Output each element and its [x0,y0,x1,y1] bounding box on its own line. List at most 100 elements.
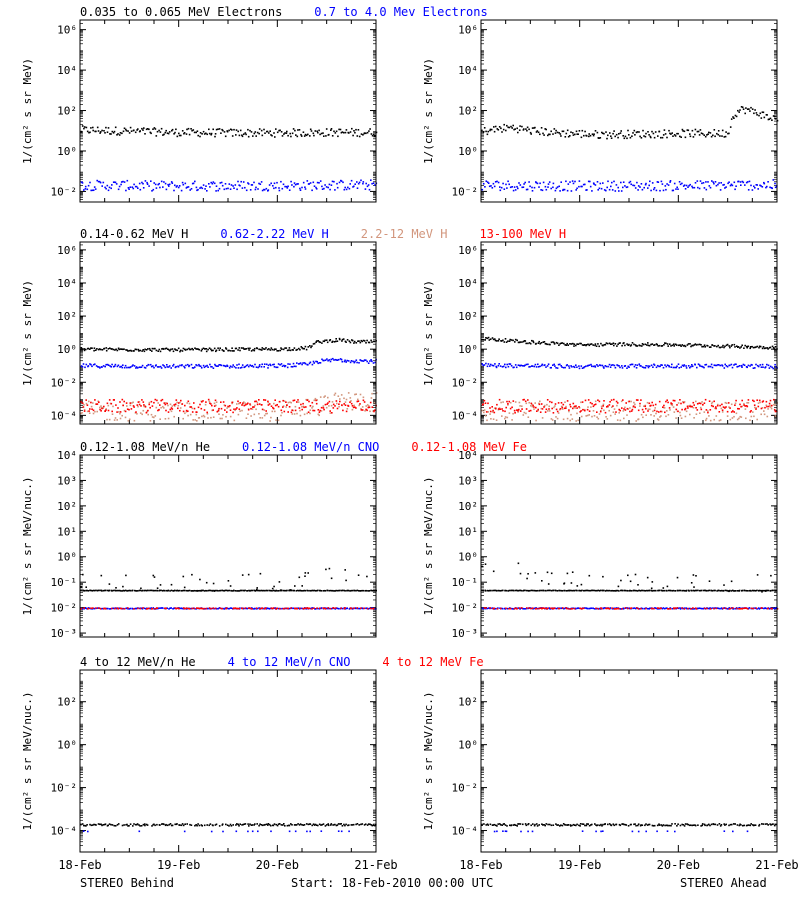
data-point [769,406,772,408]
data-point [743,589,746,592]
data-point [227,187,229,190]
data-point [263,607,265,610]
data-point [634,134,636,136]
data-point [229,405,231,407]
data-point [125,574,127,577]
data-point [203,409,206,411]
data-point [331,401,334,403]
data-point [119,366,121,368]
data-point [127,350,129,352]
data-point [647,187,649,189]
data-point [562,366,565,369]
data-point [666,136,668,139]
data-point [159,589,161,592]
data-point [669,409,671,411]
data-point [315,341,317,343]
data-point [207,589,210,592]
data-point [247,128,249,131]
data-point [591,589,593,592]
data-point [728,406,730,408]
data-point [316,399,318,401]
data-point [330,128,333,130]
data-point [523,398,525,401]
data-point [146,410,148,413]
data-point [132,405,135,407]
data-point [603,367,605,369]
data-point [768,118,770,120]
data-point [574,407,576,409]
data-point [265,347,267,349]
data-point [205,607,208,610]
data-point [99,181,102,184]
data-point [592,410,595,412]
data-point [594,184,597,186]
data-point [303,607,306,610]
data-point [504,417,506,420]
data-point [659,416,661,418]
data-point [368,341,371,344]
data-point [508,340,511,342]
data-point [143,607,146,610]
data-point [104,186,106,189]
data-point [176,589,179,592]
data-point [164,347,167,350]
data-point [254,131,257,133]
data-point [194,347,196,349]
data-point [502,182,504,185]
data-point [488,339,491,341]
data-point [494,589,496,592]
data-point [566,129,569,132]
data-point [749,347,751,350]
data-point [733,415,735,418]
data-point [108,186,111,189]
data-point [207,417,209,419]
data-point [288,189,291,191]
data-point [644,590,646,592]
data-point [261,404,263,406]
data-point [148,607,150,610]
data-point [641,366,644,368]
data-point [281,411,283,414]
data-point [641,408,644,411]
data-point [681,344,684,346]
data-point [119,589,121,592]
data-point [268,607,270,610]
data-point [625,186,628,189]
data-point [237,349,239,351]
data-point [334,358,337,361]
data-point [643,589,645,592]
data-point [88,400,90,403]
data-point [756,418,758,421]
data-point [491,411,494,413]
data-point [145,349,148,351]
data-point [698,187,701,190]
data-point [293,413,296,415]
data-point [509,363,512,365]
data-point [646,589,649,592]
data-point [198,365,201,367]
data-point [569,589,572,592]
data-point [560,402,563,404]
data-point [85,402,88,405]
data-point [521,125,523,128]
data-point [254,589,257,592]
data-point [705,590,708,592]
data-point [568,367,571,369]
data-point [301,363,303,366]
data-point [332,403,335,406]
y-tick-label: 10² [458,105,478,118]
data-point [711,366,714,369]
data-point [624,409,627,411]
data-point [347,589,350,592]
data-point [256,347,258,350]
data-point [589,401,592,404]
data-point [481,363,483,365]
data-point [710,363,713,366]
data-point [277,405,280,408]
data-point [176,135,179,138]
data-point [655,366,658,369]
data-point [149,607,152,610]
data-point [261,417,264,419]
data-point [682,401,685,404]
data-point [137,128,139,130]
